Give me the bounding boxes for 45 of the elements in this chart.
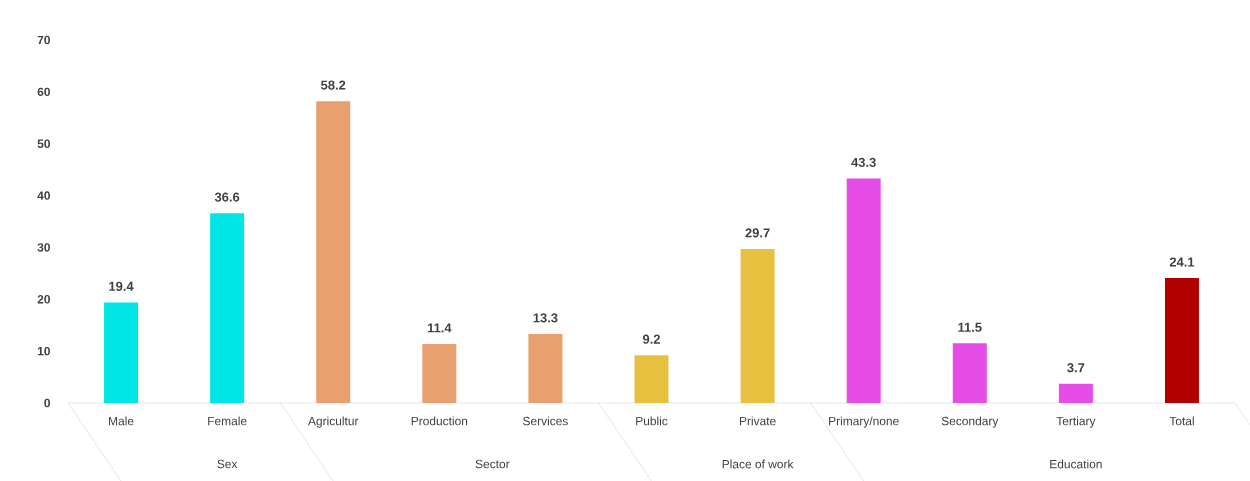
x-tick-label: Production xyxy=(411,416,468,426)
x-tick-label: Public xyxy=(636,416,668,426)
bar xyxy=(952,343,987,403)
x-tick-label: Tertiary xyxy=(1056,416,1096,428)
text: Place of work xyxy=(722,459,794,469)
x-tick-label: Agricultur xyxy=(308,416,359,428)
bar xyxy=(210,213,245,403)
x-tick-label: Female xyxy=(208,416,247,426)
bar xyxy=(528,334,563,403)
text: Sex xyxy=(217,459,238,469)
data-label: 11.4 xyxy=(427,323,452,333)
x-tick-label: Private xyxy=(739,416,776,426)
data-label: 9.2 xyxy=(642,334,660,344)
x-tick-label: Services xyxy=(523,416,568,426)
y-tick-label: 20 xyxy=(37,295,50,304)
y-tick-label: 60 xyxy=(37,87,50,97)
bar xyxy=(422,343,457,403)
x-tick-label: Total xyxy=(1169,416,1194,426)
data-label: 29.7 xyxy=(745,228,770,238)
bar xyxy=(1058,383,1093,403)
y-tick-label: 70 xyxy=(37,35,50,45)
y-tick-label: 40 xyxy=(37,191,50,200)
text: Sector xyxy=(475,459,510,469)
bar xyxy=(740,248,775,403)
data-label: 13.3 xyxy=(533,313,558,323)
x-tick-label: Male xyxy=(109,416,134,426)
bar xyxy=(1164,278,1199,403)
x-tick-label: Primary/none xyxy=(829,416,899,428)
y-tick-label: 10 xyxy=(37,346,50,356)
y-tick-label: 0 xyxy=(44,398,50,408)
x-tick-label: Secondary xyxy=(941,416,999,428)
bar xyxy=(104,302,139,403)
data-label: 19.4 xyxy=(109,281,134,291)
bar xyxy=(316,101,351,403)
text: Education xyxy=(1050,459,1102,469)
data-label: 43.3 xyxy=(851,157,876,167)
data-label: 11.5 xyxy=(958,322,982,332)
bar xyxy=(846,178,881,403)
y-tick-label: 50 xyxy=(37,139,50,148)
data-label: 36.6 xyxy=(214,192,240,202)
bar xyxy=(634,355,669,403)
data-label: 3.7 xyxy=(1067,363,1085,373)
y-tick-label: 30 xyxy=(37,243,50,252)
data-label: 24.1 xyxy=(1169,257,1195,267)
data-label: 58.2 xyxy=(321,80,346,90)
